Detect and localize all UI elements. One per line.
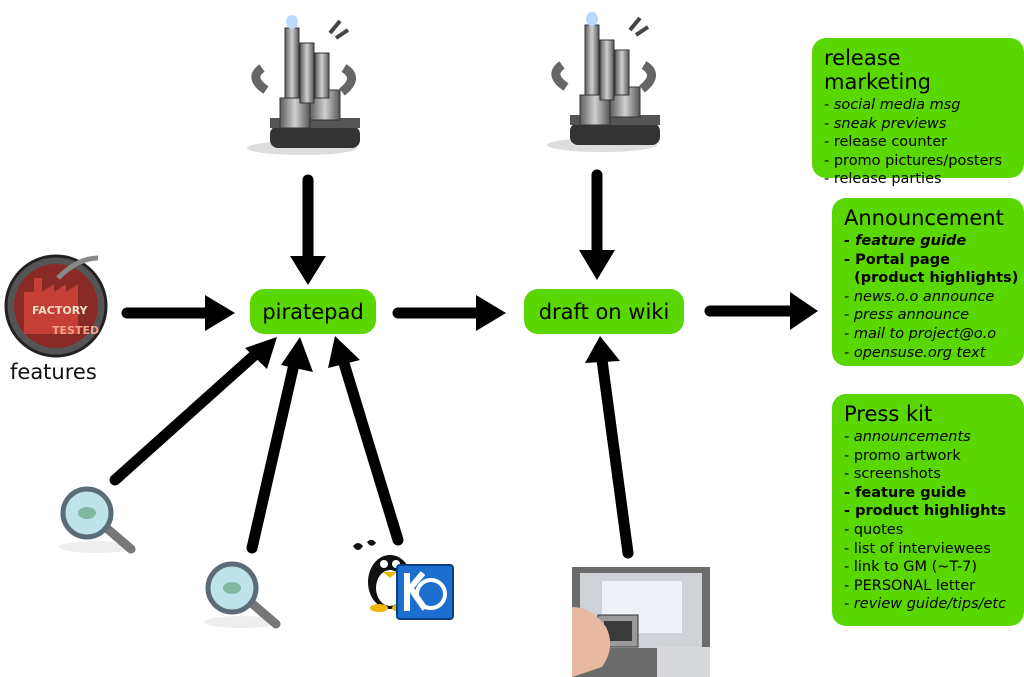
features-label: features <box>10 360 97 384</box>
robot-factory-icon <box>547 12 660 152</box>
press-kit-panel: Press kit - announcements - promo artwork… <box>832 394 1024 626</box>
list-item: - release counter <box>824 134 948 151</box>
announcement-list: - feature guide - Portal page (product hi… <box>844 232 1019 362</box>
arrow-magnifier2-to-piratepad <box>246 354 301 554</box>
release-marketing-title: release marketing <box>824 46 931 94</box>
draft-on-wiki-label: draft on wiki <box>538 299 670 324</box>
list-item: - opensuse.org text <box>844 344 986 361</box>
kde-logo-icon <box>396 564 454 620</box>
release-marketing-panel: release marketing - social media msg - sn… <box>812 38 1024 187</box>
arrowhead <box>328 336 360 368</box>
list-item: - announcements <box>844 429 971 445</box>
press-kit-title: Press kit <box>844 402 933 426</box>
arrowhead <box>476 295 506 331</box>
piratepad-node: piratepad <box>250 289 376 334</box>
magnifier-icon <box>204 561 281 629</box>
list-item: - list of interviewees <box>844 540 991 557</box>
list-item: - review guide/tips/etc <box>844 596 1007 613</box>
list-item: - release parties <box>824 171 942 188</box>
list-item: - PERSONAL letter <box>844 577 976 594</box>
list-item: - quotes <box>844 521 904 538</box>
draft-on-wiki-node: draft on wiki <box>524 289 684 334</box>
list-item: - press announce <box>844 307 970 324</box>
release-marketing-list: - social media msg - sneak previews - rele… <box>824 96 1014 189</box>
announcement-panel: Announcement - feature guide - Portal pag… <box>832 198 1024 366</box>
list-item: - news.o.o announce <box>844 288 995 305</box>
list-item: - product highlights <box>844 503 1007 520</box>
list-item: - link to GM (~T-7) <box>844 559 978 576</box>
list-item: - screenshots <box>844 466 941 483</box>
list-item: - feature guide <box>844 484 967 501</box>
arrowhead <box>290 256 326 285</box>
arrowhead <box>579 250 615 280</box>
magnifier-icon <box>59 486 136 554</box>
list-item: - feature guide <box>844 233 967 249</box>
announcement-title: Announcement <box>844 206 1004 230</box>
arrowhead <box>585 336 620 363</box>
robot-factory-icon <box>247 15 360 155</box>
arrowhead <box>245 337 277 369</box>
list-item: - sneak previews <box>824 115 947 132</box>
factory-tested-logo-icon: FACTORY TESTED <box>4 254 108 358</box>
factory-logo-line1: FACTORY <box>32 304 89 317</box>
list-item: - Portal page <box>844 251 950 268</box>
piratepad-label: piratepad <box>262 299 364 324</box>
arrowhead <box>205 295 235 331</box>
press-kit-list: - announcements - promo artwork - screensh… <box>844 428 1014 614</box>
arrowhead <box>281 337 313 372</box>
list-item: - mail to project@o.o <box>844 325 997 342</box>
arrow-tux-to-piratepad <box>337 354 404 546</box>
list-item: - promo artwork <box>844 447 961 464</box>
list-item: (product highlights) <box>844 270 1019 287</box>
list-item: - social media msg <box>824 97 961 113</box>
arrowhead <box>790 292 818 330</box>
arrow-magnifier1-to-piratepad <box>109 346 264 486</box>
arrow-camera-to-draft <box>596 354 634 559</box>
factory-logo-line2: TESTED <box>52 324 99 337</box>
list-item: - promo pictures/posters <box>824 152 1003 169</box>
camera-photo-icon <box>572 567 710 677</box>
